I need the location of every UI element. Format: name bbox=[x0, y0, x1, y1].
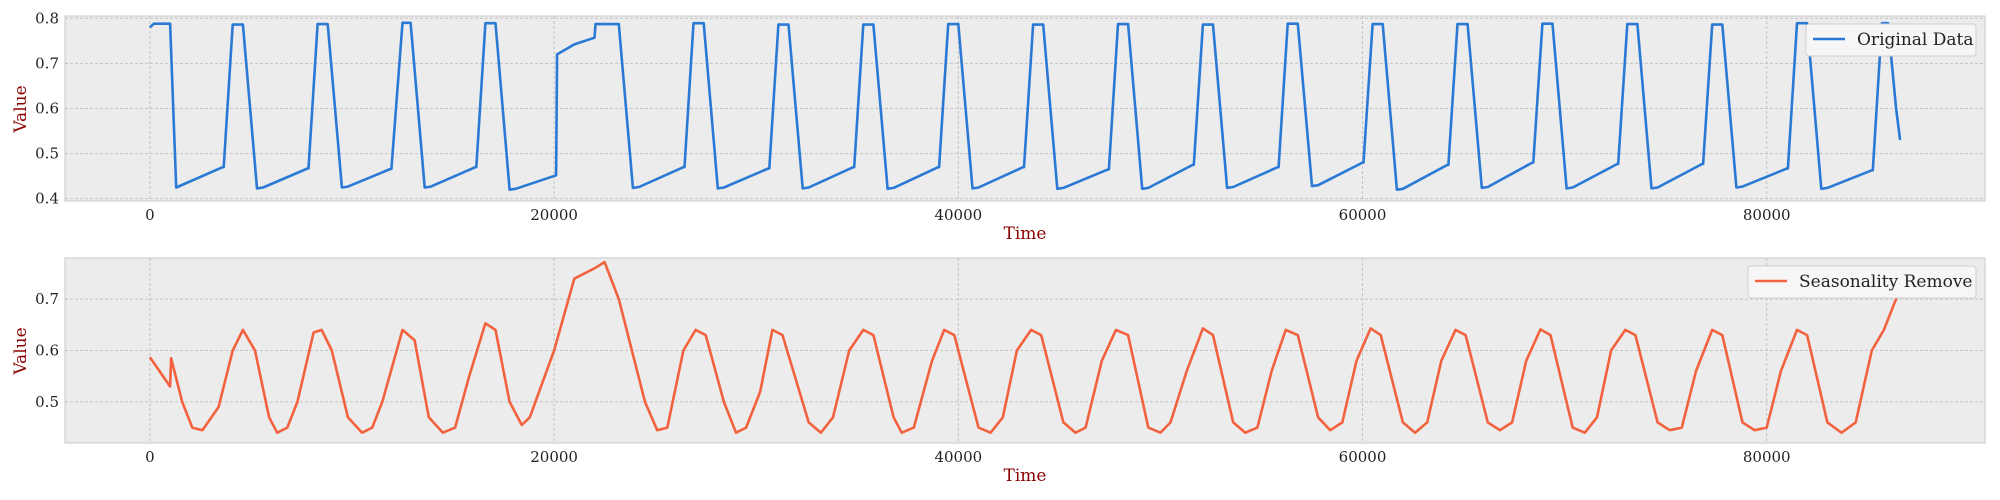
x-ticks-original: 0 20000 40000 60000 80000 bbox=[145, 206, 1790, 224]
x-tick-label: 0 bbox=[145, 448, 155, 466]
y-tick-label: 0.4 bbox=[35, 190, 59, 208]
legend-label-seasonality: Seasonality Remove bbox=[1799, 272, 1972, 292]
y-axis-label-seasonality: Value bbox=[11, 327, 31, 375]
y-tick-label: 0.7 bbox=[35, 290, 59, 308]
panel-seasonality: 0.5 0.6 0.7 0 20000 40000 60000 80000 Value Ti… bbox=[11, 257, 1986, 486]
y-tick-label: 0.8 bbox=[35, 9, 59, 27]
x-tick-label: 60000 bbox=[1339, 206, 1387, 224]
x-tick-label: 20000 bbox=[530, 206, 578, 224]
x-ticks-seasonality: 0 20000 40000 60000 80000 bbox=[145, 448, 1790, 466]
legend-box-seasonality bbox=[1747, 265, 1977, 299]
y-tick-label: 0.5 bbox=[35, 145, 59, 163]
legend-seasonality: Seasonality Remove bbox=[1747, 265, 1977, 299]
x-tick-label: 0 bbox=[145, 206, 155, 224]
legend-original: Original Data bbox=[1805, 23, 1977, 57]
legend-box-original bbox=[1805, 23, 1977, 57]
series-line-seasonality-remove bbox=[148, 260, 1902, 434]
x-tick-label: 40000 bbox=[934, 206, 982, 224]
x-tick-label: 80000 bbox=[1743, 448, 1791, 466]
x-axis-label-original: Time bbox=[1004, 224, 1047, 244]
legend-label-original: Original Data bbox=[1857, 30, 1973, 50]
grid-seasonality bbox=[65, 258, 1985, 443]
y-axis-label-original: Value bbox=[11, 85, 31, 133]
panel-original: 0.4 0.5 0.6 0.7 0.8 0 20000 40000 60000 80000 Va… bbox=[11, 9, 1986, 244]
x-tick-label: 80000 bbox=[1743, 206, 1791, 224]
y-ticks-seasonality: 0.5 0.6 0.7 bbox=[35, 290, 59, 411]
y-tick-label: 0.6 bbox=[35, 100, 59, 118]
y-tick-label: 0.6 bbox=[35, 342, 59, 360]
y-tick-label: 0.5 bbox=[35, 393, 59, 411]
x-tick-label: 20000 bbox=[530, 448, 578, 466]
grid-original bbox=[65, 16, 1985, 201]
y-ticks-original: 0.4 0.5 0.6 0.7 0.8 bbox=[35, 9, 59, 207]
x-tick-label: 60000 bbox=[1339, 448, 1387, 466]
series-line-original-data bbox=[149, 21, 1902, 191]
y-tick-label: 0.7 bbox=[35, 54, 59, 72]
x-axis-label-seasonality: Time bbox=[1004, 466, 1047, 486]
x-tick-label: 40000 bbox=[934, 448, 982, 466]
